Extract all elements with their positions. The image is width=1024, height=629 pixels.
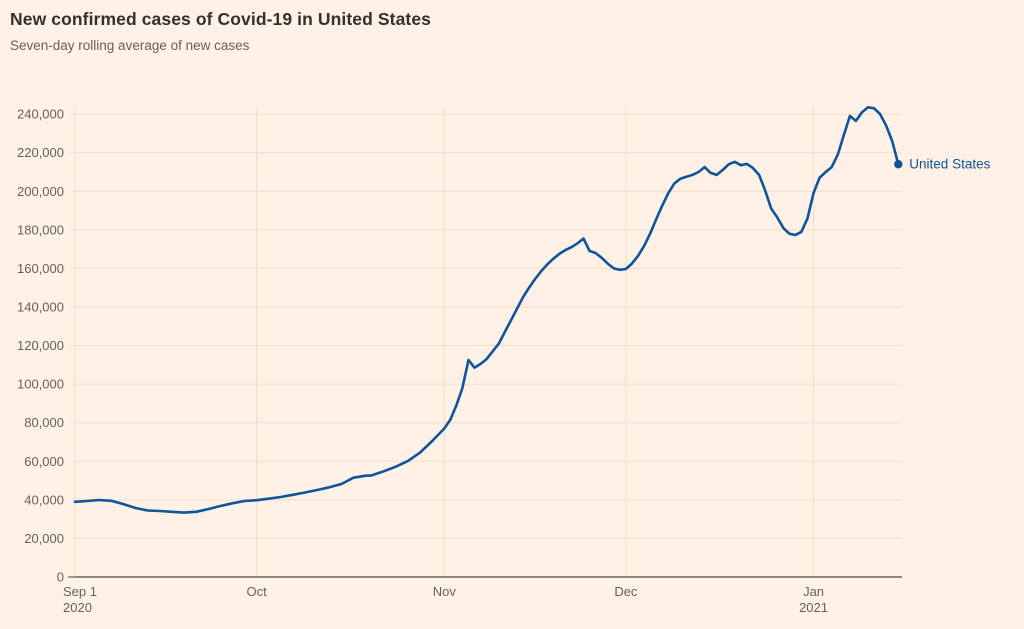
y-tick-label: 220,000 [17,145,64,160]
y-tick-label: 240,000 [17,107,64,122]
y-tick-label: 100,000 [17,377,64,392]
x-tick-label: Sep 1 [63,584,97,599]
x-tick-label: Nov [433,584,457,599]
series-end-dot [894,160,903,169]
y-tick-label: 200,000 [17,184,64,199]
x-tick-label: Oct [246,584,267,599]
y-tick-label: 20,000 [24,531,64,546]
x-tick-sublabel: 2020 [63,600,92,615]
chart-subtitle: Seven-day rolling average of new cases [10,38,250,53]
y-tick-label: 140,000 [17,299,64,314]
y-tick-label: 0 [57,570,64,585]
y-tick-label: 120,000 [17,338,64,353]
x-tick-label: Dec [614,584,638,599]
x-tick-sublabel: 2021 [799,600,828,615]
chart-title: New confirmed cases of Covid-19 in Unite… [10,9,432,29]
x-tick-label: Jan [803,584,824,599]
series-label: United States [909,157,990,172]
y-tick-label: 180,000 [17,222,64,237]
y-tick-label: 60,000 [24,454,64,469]
data-line [73,106,900,514]
y-tick-label: 80,000 [24,415,64,430]
y-tick-label: 40,000 [24,492,64,507]
y-tick-label: 160,000 [17,261,64,276]
